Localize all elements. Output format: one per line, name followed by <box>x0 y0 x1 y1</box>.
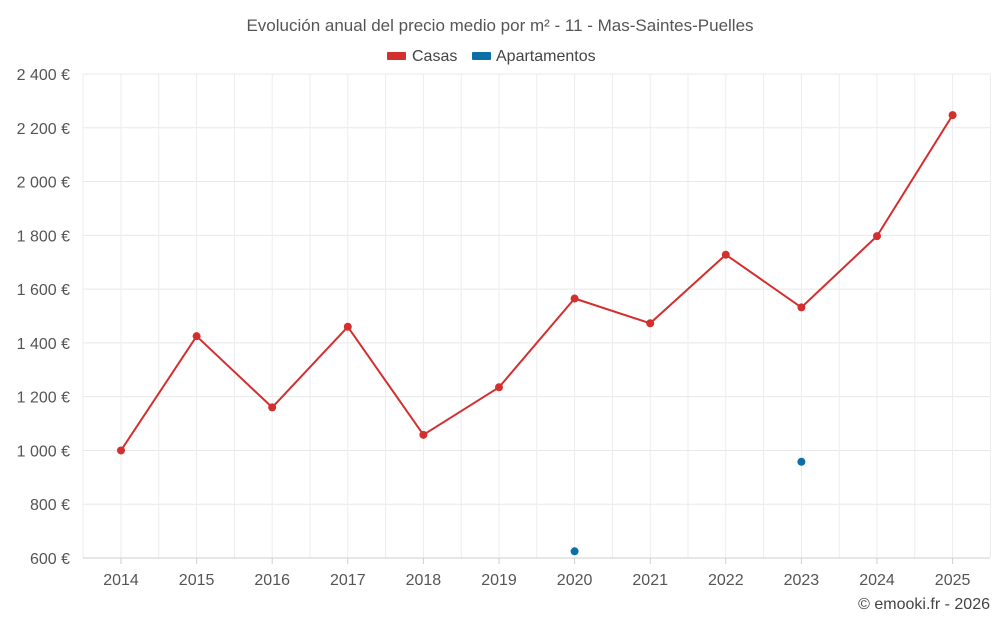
x-tick-label: 2025 <box>935 572 971 589</box>
gridlines <box>82 73 991 559</box>
legend-item-casas[interactable]: Casas <box>387 48 457 65</box>
x-axis: 2014 2015 2016 2017 2018 2019 2020 2021 2022 2023… <box>83 557 990 589</box>
data-point-casas <box>192 332 201 341</box>
y-tick-label: 2 000 € <box>17 175 70 192</box>
data-point-casas <box>721 250 730 259</box>
data-point-apartamentos <box>797 457 806 466</box>
x-tick-label: 2022 <box>708 572 744 589</box>
x-tick-label: 2019 <box>481 572 517 589</box>
data-point-casas <box>268 403 277 412</box>
y-axis: 600 € 800 € 1 000 € 1 200 € 1 400 € 1 600 € 1 … <box>17 67 70 568</box>
y-tick-label: 1 200 € <box>17 390 70 407</box>
y-tick-label: 1 800 € <box>17 228 70 245</box>
y-tick-label: 1 400 € <box>17 336 70 353</box>
x-tick-label: 2015 <box>179 572 215 589</box>
y-tick-label: 2 200 € <box>17 121 70 138</box>
data-point-casas <box>873 232 881 241</box>
y-tick-label: 800 € <box>30 497 70 514</box>
legend-swatch-casas <box>387 52 406 60</box>
legend-swatch-apartamentos <box>472 52 491 60</box>
series-line-casas <box>120 114 954 451</box>
data-point-casas <box>948 111 957 120</box>
x-tick-label: 2017 <box>330 572 366 589</box>
data-point-apartamentos <box>570 547 579 556</box>
data-point-casas <box>495 383 503 392</box>
y-tick-label: 2 400 € <box>17 67 70 84</box>
x-tick-label: 2020 <box>557 572 593 589</box>
y-tick-label: 1 600 € <box>17 282 70 299</box>
credit-text: © emooki.fr - 2026 <box>858 596 990 613</box>
x-tick-label: 2021 <box>632 572 668 589</box>
x-tick-label: 2023 <box>784 572 820 589</box>
x-tick-label: 2018 <box>406 572 442 589</box>
legend: Casas Apartamentos <box>387 48 596 65</box>
data-point-casas <box>117 446 125 455</box>
legend-item-apartamentos[interactable]: Apartamentos <box>472 48 596 65</box>
legend-label-casas: Casas <box>412 48 457 65</box>
data-point-casas <box>570 294 579 303</box>
legend-label-apartamentos: Apartamentos <box>496 48 596 65</box>
series-layer <box>117 111 957 556</box>
x-tick-label: 2024 <box>859 572 895 589</box>
x-tick-label: 2016 <box>254 572 290 589</box>
y-tick-label: 1 000 € <box>17 443 70 460</box>
data-point-casas <box>343 322 352 331</box>
data-point-casas <box>646 319 655 328</box>
data-point-casas <box>797 303 806 312</box>
data-point-casas <box>419 430 428 439</box>
y-tick-label: 600 € <box>30 551 70 568</box>
x-tick-label: 2014 <box>103 572 139 589</box>
chart-title: Evolución anual del precio medio por m² … <box>246 16 753 35</box>
